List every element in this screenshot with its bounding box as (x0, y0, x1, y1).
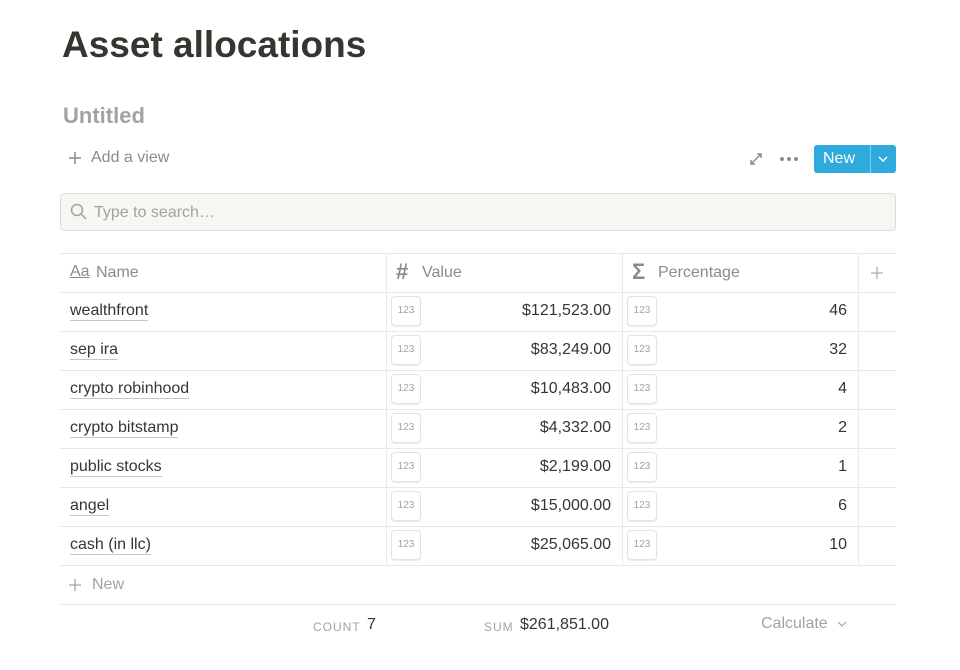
row-divider (60, 565, 896, 566)
row-name[interactable]: wealthfront (70, 302, 149, 321)
row-value: $83,249.00 (530, 341, 611, 358)
row-divider (60, 409, 896, 410)
number-badge: 123 (627, 530, 657, 560)
row-percentage: 46 (829, 302, 847, 319)
expand-icon[interactable] (749, 152, 763, 166)
count-value: 7 (367, 616, 376, 633)
new-button[interactable]: New (814, 145, 896, 173)
row-percentage: 2 (838, 419, 847, 436)
new-button-label: New (823, 150, 856, 167)
row-name[interactable]: cash (in llc) (70, 536, 151, 555)
sum-label: SUM (484, 620, 514, 634)
row-name[interactable]: sep ira (70, 341, 119, 360)
search-box[interactable]: Type to search… (60, 193, 896, 231)
row-value: $15,000.00 (530, 497, 611, 514)
plus-icon (69, 152, 81, 164)
number-badge: 123 (627, 335, 657, 365)
row-value: $121,523.00 (522, 302, 611, 319)
add-view[interactable]: Add a view (91, 149, 170, 166)
count-label: COUNT (313, 620, 361, 634)
row-value: $10,483.00 (530, 380, 611, 397)
number-badge: 123 (627, 491, 657, 521)
column-header[interactable]: Name (96, 264, 139, 281)
row-name[interactable]: crypto bitstamp (70, 419, 179, 438)
row-divider (60, 253, 896, 254)
calculate[interactable]: Calculate (761, 615, 828, 632)
row-divider (60, 448, 896, 449)
row-divider (60, 292, 896, 293)
row-divider (60, 331, 896, 332)
view-title[interactable]: Untitled (63, 103, 145, 128)
row-value: $4,332.00 (539, 419, 611, 436)
row-percentage: 1 (838, 458, 847, 475)
row-divider (60, 526, 896, 527)
row-percentage: 10 (829, 536, 847, 553)
number-badge: 123 (627, 374, 657, 404)
row-percentage: 6 (838, 497, 847, 514)
calculate-chevron[interactable] (837, 620, 847, 628)
sum-value: $261,851.00 (520, 616, 609, 633)
number-badge: 123 (391, 491, 421, 521)
page-title: Asset allocations (62, 24, 367, 65)
number-badge: 123 (627, 452, 657, 482)
number-badge: 123 (391, 530, 421, 560)
number-badge: 123 (391, 452, 421, 482)
column-divider (858, 253, 859, 565)
column-header[interactable]: Percentage (658, 264, 740, 281)
new-row[interactable]: New (92, 576, 125, 593)
number-badge: 123 (391, 374, 421, 404)
number-badge: 123 (627, 413, 657, 443)
row-divider (60, 370, 896, 371)
search-placeholder: Type to search… (94, 204, 215, 221)
row-name[interactable]: public stocks (70, 458, 162, 477)
row-value: $25,065.00 (530, 536, 611, 553)
row-percentage: 32 (829, 341, 847, 358)
new-row-icon[interactable] (68, 578, 82, 592)
number-badge: 123 (391, 413, 421, 443)
row-percentage: 4 (838, 380, 847, 397)
column-icon: Σ (632, 259, 646, 284)
number-badge: 123 (391, 296, 421, 326)
add-column-icon[interactable] (870, 266, 884, 280)
column-divider (622, 253, 623, 565)
row-name[interactable]: crypto robinhood (70, 380, 190, 399)
row-divider (60, 487, 896, 488)
column-icon: # (396, 259, 409, 284)
number-badge: 123 (391, 335, 421, 365)
column-icon: Aa (70, 263, 90, 280)
more-icon[interactable] (779, 156, 799, 162)
column-divider (386, 253, 387, 565)
row-name[interactable]: angel (70, 497, 110, 516)
row-value: $2,199.00 (539, 458, 611, 475)
row-divider (60, 604, 896, 605)
number-badge: 123 (627, 296, 657, 326)
chevron[interactable] (877, 155, 889, 163)
search-icon (70, 203, 87, 220)
column-header[interactable]: Value (422, 264, 462, 281)
button-divider (870, 145, 871, 173)
